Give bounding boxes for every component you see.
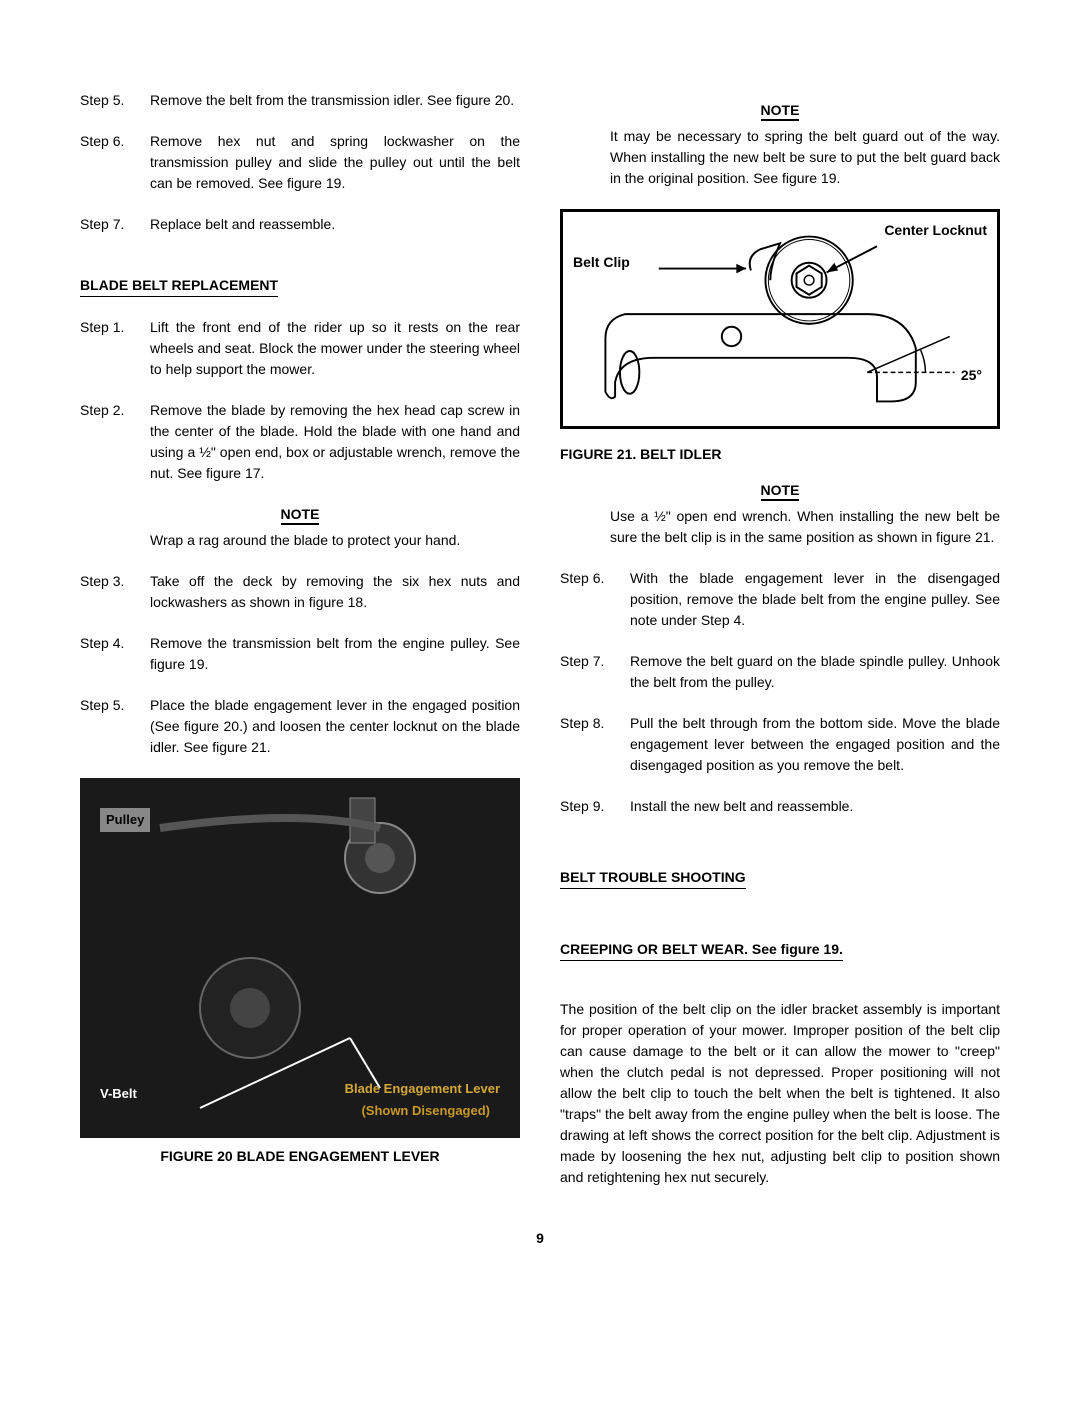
idler-svg (573, 222, 987, 416)
note-text: It may be necessary to spring the belt g… (610, 126, 1000, 189)
step-item: Step 6. Remove hex nut and spring lockwa… (80, 131, 520, 194)
angle-label: 25° (961, 365, 982, 386)
center-locknut-label: Center Locknut (884, 220, 987, 241)
belt-clip-label: Belt Clip (573, 252, 630, 273)
step-number: Step 3. (80, 571, 150, 613)
step-number: Step 7. (80, 214, 150, 235)
step-text: Remove the blade by removing the hex hea… (150, 400, 520, 484)
note-heading: NOTE (560, 480, 1000, 501)
step-item: Step 7. Replace belt and reassemble. (80, 214, 520, 235)
figure-21-diagram: Belt Clip Center Locknut 25° (560, 209, 1000, 429)
step-text: Replace belt and reassemble. (150, 214, 520, 235)
step-item: Step 8. Pull the belt through from the b… (560, 713, 1000, 776)
step-text: With the blade engagement lever in the d… (630, 568, 1000, 631)
step-number: Step 9. (560, 796, 630, 817)
step-text: Take off the deck by removing the six he… (150, 571, 520, 613)
step-text: Place the blade engagement lever in the … (150, 695, 520, 758)
step-item: Step 5. Place the blade engagement lever… (80, 695, 520, 758)
step-text: Remove the belt from the transmission id… (150, 90, 520, 111)
step-number: Step 4. (80, 633, 150, 675)
note-text: Use a ½" open end wrench. When installin… (610, 506, 1000, 548)
step-item: Step 6. With the blade engagement lever … (560, 568, 1000, 631)
pulley-label: Pulley (100, 808, 150, 832)
step-item: Step 7. Remove the belt guard on the bla… (560, 651, 1000, 693)
figure-20-photo: Pulley V-Belt Blade Engagement Lever (Sh… (80, 778, 520, 1138)
vbelt-label: V-Belt (100, 1084, 137, 1104)
shown-label: (Shown Disengaged) (361, 1101, 490, 1121)
right-column: NOTE It may be necessary to spring the b… (560, 90, 1000, 1203)
step-number: Step 6. (80, 131, 150, 194)
lever-label: Blade Engagement Lever (345, 1079, 500, 1099)
step-item: Step 9. Install the new belt and reassem… (560, 796, 1000, 817)
section-heading: BLADE BELT REPLACEMENT (80, 275, 278, 297)
step-item: Step 5. Remove the belt from the transmi… (80, 90, 520, 111)
figure-20-caption: FIGURE 20 BLADE ENGAGEMENT LEVER (80, 1146, 520, 1167)
step-text: Remove the belt guard on the blade spind… (630, 651, 1000, 693)
step-item: Step 4. Remove the transmission belt fro… (80, 633, 520, 675)
step-item: Step 1. Lift the front end of the rider … (80, 317, 520, 380)
step-text: Lift the front end of the rider up so it… (150, 317, 520, 380)
note-heading: NOTE (80, 504, 520, 525)
step-number: Step 5. (80, 695, 150, 758)
figure-21-caption: FIGURE 21. BELT IDLER (560, 444, 1000, 465)
section-heading: BELT TROUBLE SHOOTING (560, 867, 746, 889)
step-item: Step 2. Remove the blade by removing the… (80, 400, 520, 484)
note-heading: NOTE (560, 100, 1000, 121)
step-text: Remove hex nut and spring lockwasher on … (150, 131, 520, 194)
step-number: Step 1. (80, 317, 150, 380)
note-text: Wrap a rag around the blade to protect y… (150, 530, 520, 551)
step-number: Step 8. (560, 713, 630, 776)
page-number: 9 (80, 1228, 1000, 1249)
step-text: Pull the belt through from the bottom si… (630, 713, 1000, 776)
step-text: Remove the transmission belt from the en… (150, 633, 520, 675)
paragraph: The position of the belt clip on the idl… (560, 999, 1000, 1188)
step-number: Step 2. (80, 400, 150, 484)
step-item: Step 3. Take off the deck by removing th… (80, 571, 520, 613)
left-column: Step 5. Remove the belt from the transmi… (80, 90, 520, 1203)
step-number: Step 7. (560, 651, 630, 693)
step-number: Step 6. (560, 568, 630, 631)
section-heading: CREEPING OR BELT WEAR. See figure 19. (560, 939, 843, 961)
step-text: Install the new belt and reassemble. (630, 796, 1000, 817)
step-number: Step 5. (80, 90, 150, 111)
